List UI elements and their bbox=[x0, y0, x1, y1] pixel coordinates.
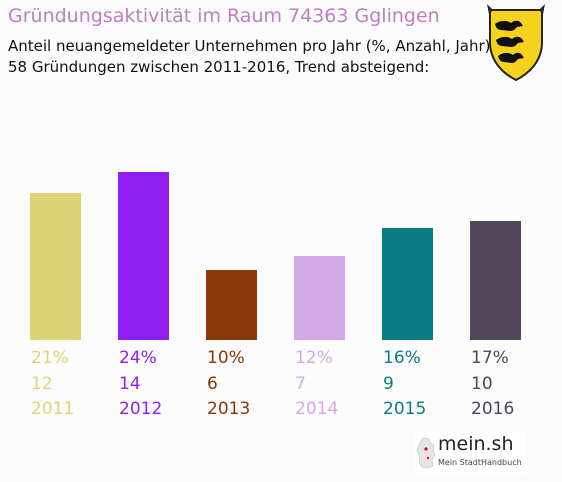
count-label-2015: 9 bbox=[383, 374, 394, 394]
year-label-2011: 2011 bbox=[31, 399, 75, 419]
bar-2011 bbox=[30, 193, 81, 340]
count-label-2011: 12 bbox=[31, 374, 53, 394]
mein-sh-logo[interactable]: mein.sh Mein StadtHandbuch bbox=[414, 431, 526, 475]
count-label-2012: 14 bbox=[119, 374, 141, 394]
percent-label-2014: 12% bbox=[295, 348, 333, 368]
count-label-2013: 6 bbox=[207, 374, 218, 394]
germany-map-icon bbox=[416, 437, 436, 469]
percent-label-2013: 10% bbox=[207, 348, 245, 368]
year-label-2014: 2014 bbox=[295, 399, 339, 419]
subtitle-line-2: 58 Gründungen zwischen 2011-2016, Trend … bbox=[8, 58, 430, 76]
year-label-2016: 2016 bbox=[471, 399, 515, 419]
year-label-2015: 2015 bbox=[383, 399, 427, 419]
subtitle-line-1: Anteil neuangemeldeter Unternehmen pro J… bbox=[8, 37, 491, 55]
coat-of-arms-icon bbox=[487, 4, 545, 82]
bar-2014 bbox=[294, 256, 345, 340]
logo-tagline: Mein StadtHandbuch bbox=[438, 458, 522, 467]
percent-label-2012: 24% bbox=[119, 348, 157, 368]
chart-subtitle: Anteil neuangemeldeter Unternehmen pro J… bbox=[8, 36, 491, 78]
chart-title: Gründungsaktivität im Raum 74363 Gglinge… bbox=[8, 5, 440, 27]
logo-text: mein.sh bbox=[438, 433, 514, 455]
count-label-2014: 7 bbox=[295, 374, 306, 394]
year-label-2013: 2013 bbox=[207, 399, 251, 419]
percent-label-2016: 17% bbox=[471, 348, 509, 368]
year-label-2012: 2012 bbox=[119, 399, 163, 419]
count-label-2016: 10 bbox=[471, 374, 493, 394]
bar-2013 bbox=[206, 270, 257, 340]
bar-2016 bbox=[470, 221, 521, 340]
bar-2012 bbox=[118, 172, 169, 340]
bar-2015 bbox=[382, 228, 433, 340]
percent-label-2011: 21% bbox=[31, 348, 69, 368]
percent-label-2015: 16% bbox=[383, 348, 421, 368]
